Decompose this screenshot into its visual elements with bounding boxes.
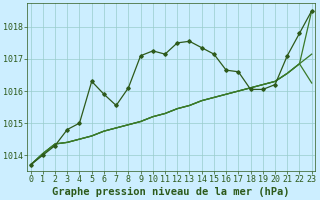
- X-axis label: Graphe pression niveau de la mer (hPa): Graphe pression niveau de la mer (hPa): [52, 187, 290, 197]
